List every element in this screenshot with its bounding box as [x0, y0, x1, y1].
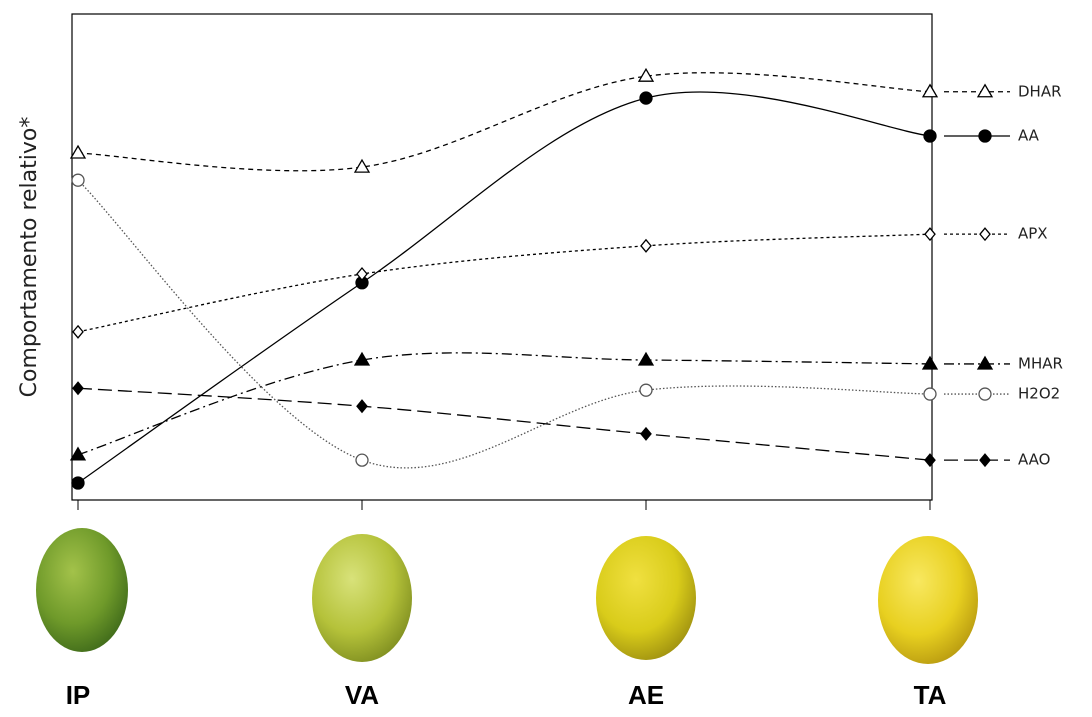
marker [925, 228, 935, 240]
legend-label: AA [1018, 126, 1040, 144]
series-line [78, 388, 930, 460]
legend-marker [980, 454, 990, 466]
marker [924, 388, 936, 400]
legend-marker [978, 357, 992, 369]
fruit [878, 536, 978, 664]
legend-marker [979, 130, 991, 142]
legend-marker [980, 228, 990, 240]
marker [357, 400, 367, 412]
legend-label: APX [1018, 225, 1048, 243]
marker [641, 240, 651, 252]
marker [641, 428, 651, 440]
marker [72, 174, 84, 186]
marker [924, 130, 936, 142]
marker [923, 357, 937, 369]
legend-marker [978, 85, 992, 97]
fruit-images [36, 528, 978, 664]
marker [640, 92, 652, 104]
fruit [36, 528, 128, 652]
fruit [596, 536, 696, 660]
marker [640, 384, 652, 396]
legend-label: AAO [1018, 451, 1050, 469]
chart: Comportamento relativo* IP VA AE TA DHAR AA AP… [0, 0, 1092, 717]
x-tick-label: VA [345, 680, 379, 710]
y-axis-label: Comportamento relativo* [17, 117, 42, 398]
x-tick-label: TA [914, 680, 947, 710]
legend-label: H2O2 [1018, 385, 1060, 403]
series-line [78, 73, 930, 171]
legend-label: MHAR [1018, 354, 1063, 372]
plot-frame [72, 14, 932, 500]
marker [923, 85, 937, 97]
marker [73, 382, 83, 394]
x-tick-label: IP [66, 680, 91, 710]
series-line [78, 234, 930, 332]
marker [356, 454, 368, 466]
series-line [78, 180, 930, 468]
marker [925, 454, 935, 466]
fruit [312, 534, 412, 662]
series-line [78, 353, 930, 455]
marker [71, 146, 85, 158]
marker [73, 326, 83, 338]
legend-label: DHAR [1018, 82, 1062, 100]
legend-marker [979, 388, 991, 400]
series-line [78, 92, 930, 483]
x-tick-label: AE [628, 680, 664, 710]
marker [639, 353, 653, 365]
marker [72, 477, 84, 489]
